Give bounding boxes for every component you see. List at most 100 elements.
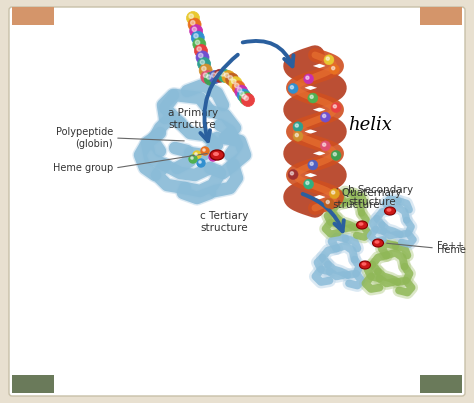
Circle shape bbox=[232, 81, 245, 94]
Circle shape bbox=[211, 73, 216, 77]
Circle shape bbox=[333, 153, 337, 156]
Circle shape bbox=[190, 25, 203, 37]
Circle shape bbox=[199, 53, 203, 58]
Circle shape bbox=[228, 76, 233, 80]
Circle shape bbox=[195, 40, 200, 45]
Circle shape bbox=[199, 64, 212, 77]
Circle shape bbox=[290, 172, 293, 175]
Circle shape bbox=[304, 74, 314, 84]
Circle shape bbox=[310, 162, 313, 165]
Circle shape bbox=[200, 60, 204, 64]
Circle shape bbox=[191, 31, 204, 44]
Circle shape bbox=[211, 155, 213, 157]
FancyArrowPatch shape bbox=[243, 41, 293, 66]
Circle shape bbox=[326, 57, 329, 60]
Text: b Secondary
structure: b Secondary structure bbox=[348, 185, 413, 207]
Text: Polypeptide
(globin): Polypeptide (globin) bbox=[56, 127, 113, 149]
Circle shape bbox=[195, 153, 197, 155]
Circle shape bbox=[220, 72, 225, 76]
FancyBboxPatch shape bbox=[420, 7, 462, 25]
Circle shape bbox=[216, 72, 220, 76]
Circle shape bbox=[202, 66, 206, 71]
Circle shape bbox=[209, 153, 217, 161]
Circle shape bbox=[192, 27, 197, 31]
Circle shape bbox=[332, 66, 335, 70]
Circle shape bbox=[235, 83, 239, 88]
Circle shape bbox=[310, 95, 313, 98]
Ellipse shape bbox=[373, 239, 383, 247]
Circle shape bbox=[201, 71, 214, 83]
Circle shape bbox=[226, 73, 239, 86]
Circle shape bbox=[324, 55, 334, 65]
Circle shape bbox=[199, 161, 201, 163]
Circle shape bbox=[288, 170, 298, 179]
Circle shape bbox=[240, 91, 244, 96]
Ellipse shape bbox=[386, 208, 392, 212]
Ellipse shape bbox=[374, 240, 380, 244]
Text: a Primary
structure: a Primary structure bbox=[168, 108, 218, 130]
Circle shape bbox=[207, 75, 211, 79]
Text: helix: helix bbox=[348, 116, 392, 134]
Circle shape bbox=[304, 179, 314, 189]
Circle shape bbox=[329, 64, 339, 74]
FancyArrowPatch shape bbox=[201, 55, 238, 141]
Ellipse shape bbox=[358, 222, 364, 226]
Circle shape bbox=[188, 18, 201, 31]
Circle shape bbox=[213, 69, 227, 82]
Circle shape bbox=[324, 198, 334, 208]
Circle shape bbox=[239, 92, 252, 105]
Circle shape bbox=[293, 131, 303, 141]
Ellipse shape bbox=[210, 150, 224, 160]
Circle shape bbox=[308, 160, 318, 170]
Circle shape bbox=[331, 103, 341, 112]
Circle shape bbox=[194, 44, 208, 57]
Circle shape bbox=[201, 147, 209, 155]
Ellipse shape bbox=[356, 221, 367, 229]
Circle shape bbox=[191, 21, 195, 25]
Circle shape bbox=[222, 71, 235, 83]
Circle shape bbox=[320, 141, 330, 151]
Circle shape bbox=[193, 151, 201, 159]
Circle shape bbox=[197, 47, 201, 51]
Circle shape bbox=[295, 124, 299, 127]
Circle shape bbox=[203, 149, 205, 151]
Circle shape bbox=[308, 93, 318, 103]
Ellipse shape bbox=[213, 152, 219, 156]
Circle shape bbox=[193, 38, 206, 51]
Circle shape bbox=[244, 96, 248, 100]
Circle shape bbox=[237, 89, 250, 102]
Text: Heme: Heme bbox=[437, 245, 466, 255]
Circle shape bbox=[241, 93, 255, 106]
Circle shape bbox=[196, 51, 209, 64]
Circle shape bbox=[204, 72, 217, 85]
Text: d Quaternary
structure: d Quaternary structure bbox=[332, 188, 401, 210]
Circle shape bbox=[306, 76, 309, 79]
Circle shape bbox=[189, 14, 193, 19]
Circle shape bbox=[329, 189, 339, 199]
Circle shape bbox=[191, 157, 193, 159]
Circle shape bbox=[186, 12, 200, 25]
Circle shape bbox=[203, 73, 208, 77]
Circle shape bbox=[242, 94, 246, 99]
Circle shape bbox=[235, 85, 248, 98]
Circle shape bbox=[218, 69, 231, 82]
Ellipse shape bbox=[362, 262, 366, 266]
FancyBboxPatch shape bbox=[420, 375, 462, 393]
Circle shape bbox=[295, 133, 299, 137]
Circle shape bbox=[232, 79, 236, 83]
Circle shape bbox=[290, 86, 293, 89]
Circle shape bbox=[320, 112, 330, 122]
FancyBboxPatch shape bbox=[12, 375, 54, 393]
Circle shape bbox=[229, 77, 242, 90]
Circle shape bbox=[326, 200, 329, 204]
Text: Fe++: Fe++ bbox=[437, 241, 464, 251]
FancyBboxPatch shape bbox=[12, 7, 54, 25]
Circle shape bbox=[306, 181, 309, 185]
Circle shape bbox=[323, 114, 326, 118]
Ellipse shape bbox=[384, 207, 395, 215]
Circle shape bbox=[237, 87, 242, 92]
Circle shape bbox=[333, 105, 337, 108]
Circle shape bbox=[332, 191, 335, 194]
Circle shape bbox=[198, 57, 210, 71]
FancyArrowPatch shape bbox=[302, 194, 344, 231]
